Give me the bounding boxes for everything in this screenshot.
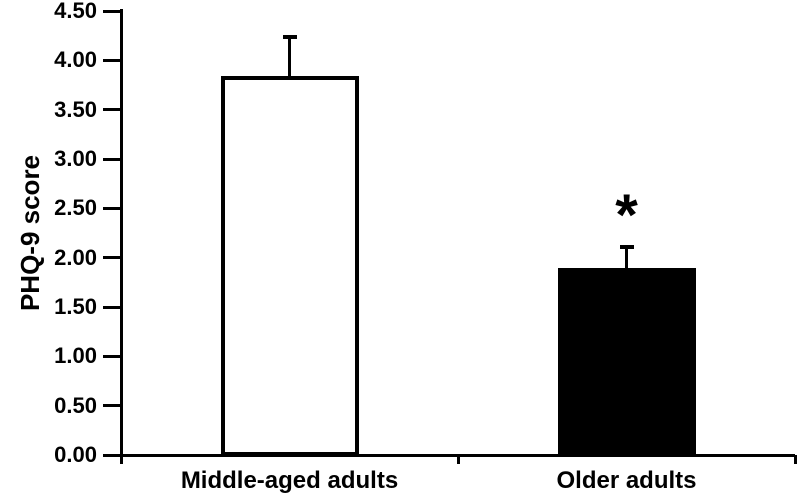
- y-axis-title: PHQ-9 score: [15, 154, 45, 312]
- x-category-label: Older adults: [556, 467, 697, 494]
- y-axis-tick-label: 2.00: [54, 244, 97, 270]
- x-axis-tick: [119, 455, 123, 464]
- y-axis-tick-label: 3.00: [54, 146, 97, 171]
- y-axis-tick: [103, 256, 121, 260]
- error-bar-line: [625, 246, 628, 268]
- y-axis-tick: [103, 206, 121, 210]
- y-axis-tick: [103, 157, 121, 161]
- error-bar-line: [288, 36, 291, 77]
- y-axis-tick: [103, 108, 121, 112]
- y-axis-tick: [103, 9, 121, 13]
- y-axis-tick-label: 4.00: [54, 47, 97, 73]
- y-axis-tick-label: 0.50: [54, 392, 97, 418]
- y-axis-tick: [103, 305, 121, 309]
- bar-older-adults: [557, 267, 696, 456]
- y-axis-line: [119, 9, 123, 457]
- y-axis-tick-label: 3.50: [54, 96, 97, 122]
- error-bar-cap: [619, 244, 634, 249]
- y-axis-tick-label: 1.00: [54, 343, 97, 369]
- y-axis-tick-label: 0.00: [54, 442, 97, 467]
- y-axis-tick: [103, 58, 121, 62]
- y-axis-tick: [103, 354, 121, 358]
- y-axis-tick: [103, 453, 121, 457]
- error-bar-cap: [282, 34, 297, 39]
- y-axis-tick: [103, 404, 121, 408]
- bar-middle-aged-adults: [220, 76, 359, 456]
- x-axis-tick: [793, 455, 797, 464]
- y-axis-tick-label: 4.50: [54, 0, 97, 23]
- y-axis-tick-label: 2.50: [54, 195, 97, 221]
- y-axis-tick-label: 1.50: [54, 294, 97, 319]
- x-category-label: Middle-aged adults: [180, 467, 399, 494]
- significance-asterisk: *: [615, 183, 638, 249]
- x-axis-tick: [456, 455, 460, 464]
